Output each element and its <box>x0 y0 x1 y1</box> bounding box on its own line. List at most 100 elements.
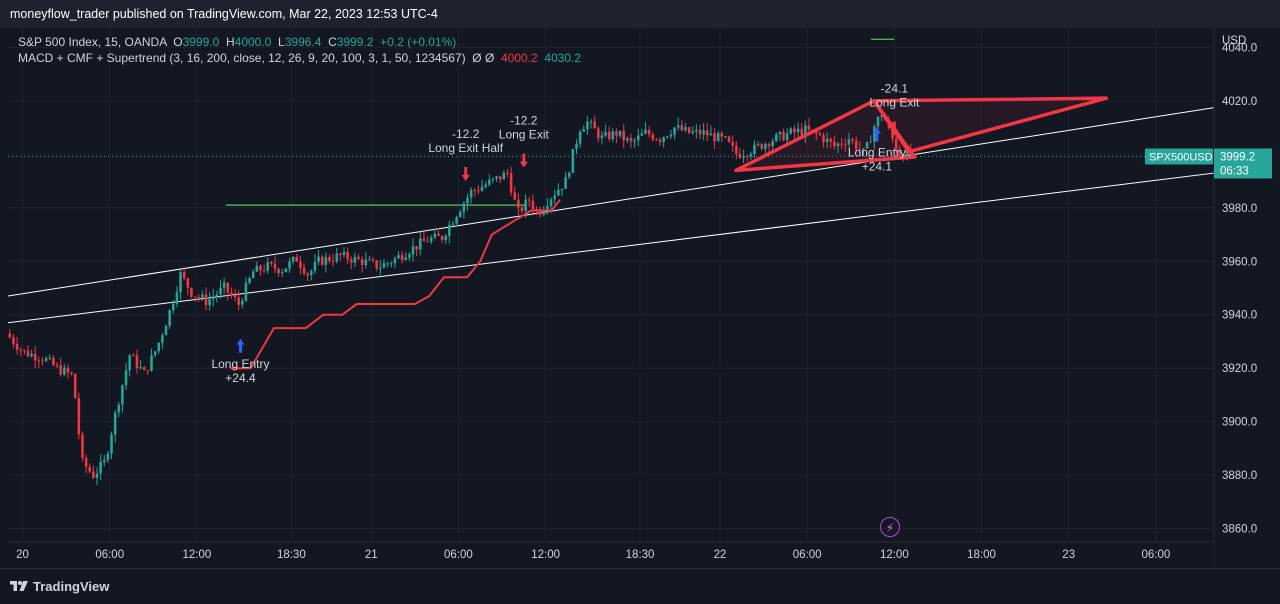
candle[interactable] <box>633 137 636 148</box>
candle[interactable] <box>404 252 408 261</box>
candle[interactable] <box>393 256 397 269</box>
candle[interactable] <box>582 125 586 132</box>
candle[interactable] <box>106 450 110 463</box>
candle[interactable] <box>807 118 811 132</box>
candle[interactable] <box>266 257 269 274</box>
candle[interactable] <box>509 166 513 196</box>
candle[interactable] <box>426 236 429 243</box>
candle[interactable] <box>604 124 607 138</box>
candle[interactable] <box>724 135 727 139</box>
candle[interactable] <box>553 189 556 205</box>
candle[interactable] <box>546 198 549 215</box>
candle[interactable] <box>498 176 502 183</box>
candle[interactable] <box>277 267 280 277</box>
candle[interactable] <box>495 175 498 182</box>
candle[interactable] <box>506 169 509 178</box>
candle[interactable] <box>353 252 357 267</box>
candle[interactable] <box>411 238 415 262</box>
candle[interactable] <box>248 276 251 285</box>
candle[interactable] <box>328 254 331 264</box>
candle[interactable] <box>23 349 26 355</box>
candle[interactable] <box>84 454 88 474</box>
candle[interactable] <box>764 141 767 154</box>
candle[interactable] <box>575 139 578 154</box>
candle[interactable] <box>647 126 651 138</box>
candle[interactable] <box>422 231 426 242</box>
candle[interactable] <box>455 215 458 227</box>
candle[interactable] <box>655 138 658 141</box>
candle[interactable] <box>862 147 865 157</box>
candle[interactable] <box>230 287 233 299</box>
candle[interactable] <box>847 132 851 148</box>
candle[interactable] <box>280 268 284 278</box>
candle[interactable] <box>749 151 753 160</box>
candle[interactable] <box>132 353 135 357</box>
candle[interactable] <box>458 209 462 218</box>
candle[interactable] <box>375 260 378 272</box>
candle[interactable] <box>81 431 84 462</box>
candle[interactable] <box>201 290 204 301</box>
price-axis[interactable]: USD4040.04020.04000.03980.03960.03940.03… <box>1213 28 1272 568</box>
candle[interactable] <box>244 277 248 303</box>
candle[interactable] <box>720 130 724 142</box>
candle[interactable] <box>211 289 215 307</box>
candle[interactable] <box>306 271 309 282</box>
candle[interactable] <box>742 149 745 164</box>
candle[interactable] <box>415 246 418 257</box>
candle[interactable] <box>175 286 179 308</box>
candle[interactable] <box>208 291 211 311</box>
candle[interactable] <box>527 196 531 208</box>
candle[interactable] <box>873 124 876 150</box>
candle[interactable] <box>484 181 487 189</box>
candle[interactable] <box>793 125 796 139</box>
candle[interactable] <box>222 277 226 295</box>
candle[interactable] <box>386 262 389 268</box>
candle[interactable] <box>102 454 106 467</box>
candle[interactable] <box>785 128 789 144</box>
candle[interactable] <box>299 255 302 275</box>
candle[interactable] <box>560 188 564 196</box>
candle[interactable] <box>124 363 128 390</box>
candle[interactable] <box>651 131 655 142</box>
candle[interactable] <box>92 465 95 480</box>
candle[interactable] <box>520 204 524 215</box>
candle[interactable] <box>371 256 375 263</box>
candle[interactable] <box>669 129 673 140</box>
candle[interactable] <box>898 144 902 159</box>
candle[interactable] <box>219 280 222 299</box>
candle[interactable] <box>636 128 640 147</box>
candle[interactable] <box>462 200 466 219</box>
candle[interactable] <box>589 119 593 129</box>
time-axis[interactable]: 20 06:00 12:00 18:30 21 06:00 12:00 18:30 22 06:0… <box>8 541 1214 568</box>
candle[interactable] <box>70 371 73 376</box>
candle[interactable] <box>829 137 833 149</box>
candle[interactable] <box>865 141 869 150</box>
candle[interactable] <box>172 299 175 314</box>
candle[interactable] <box>77 392 81 440</box>
candle[interactable] <box>440 234 444 243</box>
candle[interactable] <box>186 277 190 295</box>
candle[interactable] <box>716 130 720 142</box>
candle[interactable] <box>567 171 571 180</box>
candle[interactable] <box>480 179 484 192</box>
candle[interactable] <box>622 124 625 149</box>
candle[interactable] <box>557 183 560 197</box>
candle[interactable] <box>695 124 698 139</box>
candle[interactable] <box>709 125 713 136</box>
candle[interactable] <box>313 254 317 274</box>
candle[interactable] <box>400 251 404 264</box>
candle[interactable] <box>233 289 237 302</box>
candle[interactable] <box>241 297 244 309</box>
candle[interactable] <box>19 347 22 357</box>
candle[interactable] <box>270 260 273 267</box>
candle[interactable] <box>164 324 168 336</box>
candle[interactable] <box>357 253 360 260</box>
candle[interactable] <box>713 128 716 150</box>
candle[interactable] <box>727 135 731 143</box>
candle[interactable] <box>237 290 240 311</box>
candle[interactable] <box>26 345 30 358</box>
candle[interactable] <box>607 126 611 142</box>
candle[interactable] <box>825 132 829 149</box>
